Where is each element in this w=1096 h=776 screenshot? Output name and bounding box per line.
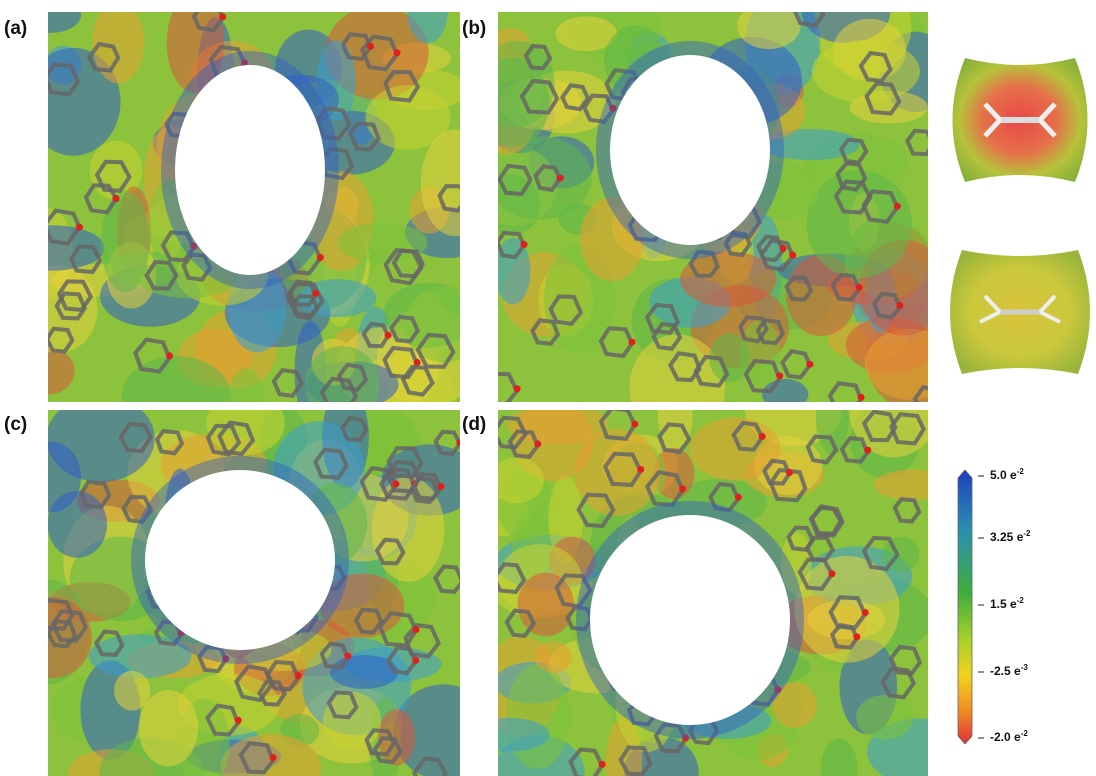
- tick-label-exponent: -2: [1023, 529, 1031, 538]
- oxygen: [786, 469, 793, 476]
- tick-label-base: 1.5 e: [990, 597, 1017, 611]
- panel-label: (d): [462, 414, 486, 435]
- oxygen: [235, 717, 242, 724]
- tick-label: 1.5 e-2: [990, 596, 1024, 612]
- oxygen: [806, 361, 813, 368]
- colorbar: [958, 470, 972, 744]
- oxygen: [780, 245, 787, 252]
- tick-label-exponent: -2: [1021, 729, 1029, 738]
- surface-blob: [574, 429, 660, 516]
- panels: [0, 0, 973, 776]
- surface-blob: [535, 641, 572, 673]
- oxygen: [412, 626, 419, 633]
- tick-label-exponent: -2: [1017, 467, 1025, 476]
- oxygen: [219, 13, 226, 20]
- oxygen: [629, 339, 636, 346]
- oxygen: [437, 483, 444, 490]
- surface-blob: [856, 695, 913, 740]
- panel: [473, 0, 962, 441]
- panel: [0, 0, 490, 445]
- panel-label: (b): [462, 18, 486, 39]
- oxygen: [557, 175, 564, 182]
- pore: [145, 470, 335, 650]
- oxygen: [392, 480, 399, 487]
- oxygen: [759, 433, 766, 440]
- oxygen: [789, 252, 796, 259]
- oxygen: [459, 576, 466, 583]
- oxygen: [853, 633, 860, 640]
- oxygen: [463, 194, 470, 201]
- surface-blob: [468, 718, 550, 752]
- oxygen: [412, 657, 419, 664]
- molecule-ethylene: [953, 58, 1088, 182]
- tick-label-base: 5.0 e: [990, 468, 1017, 482]
- oxygen: [295, 672, 302, 679]
- panel-label: (a): [4, 18, 27, 39]
- surface-blob: [762, 379, 808, 410]
- surface-blob: [479, 58, 549, 147]
- oxygen: [858, 394, 865, 401]
- oxygen: [385, 332, 392, 339]
- oxygen: [862, 609, 869, 616]
- tick-label-base: -2.5 e: [990, 664, 1021, 678]
- pore: [175, 65, 325, 275]
- oxygen: [312, 290, 319, 297]
- oxygen: [637, 466, 644, 473]
- pore: [590, 515, 790, 725]
- tick-label: 5.0 e-2: [990, 467, 1024, 483]
- tick-label: 3.25 e-2: [990, 529, 1031, 545]
- oxygen: [894, 203, 901, 210]
- molecule-ethane: [950, 250, 1090, 374]
- oxygen: [514, 385, 521, 392]
- oxygen: [113, 195, 120, 202]
- oxygen: [521, 241, 528, 248]
- oxygen: [631, 421, 638, 428]
- oxygen: [896, 302, 903, 309]
- oxygen: [394, 49, 401, 56]
- oxygen: [864, 447, 871, 454]
- oxygen: [344, 652, 351, 659]
- tick-label-exponent: -2: [1017, 596, 1025, 605]
- surface-blob: [421, 130, 490, 237]
- surface-blob: [874, 470, 949, 501]
- surface-blob: [489, 457, 544, 503]
- oxygen: [456, 439, 463, 446]
- surface-blob: [21, 348, 74, 395]
- colorbar-ticks: 5.0 e-23.25 e-21.5 e-2-2.5 e-3-2.0 e-2: [978, 467, 1031, 745]
- figure: (a) (b) (c) (d) 5.0 e-23.25 e-21.5 e-2-2…: [0, 0, 1096, 776]
- oxygen: [166, 352, 173, 359]
- oxygen: [829, 570, 836, 577]
- oxygen: [76, 224, 83, 231]
- tick-label-exponent: -3: [1021, 663, 1029, 672]
- surface-blob: [812, 40, 920, 103]
- surface-blob: [114, 671, 150, 711]
- surface-blob: [482, 174, 540, 235]
- oxygen: [414, 359, 421, 366]
- tick-label: -2.0 e-2: [990, 729, 1028, 745]
- oxygen: [735, 494, 742, 501]
- panel: [466, 363, 973, 776]
- pore: [610, 55, 770, 245]
- surface-blob: [22, 442, 81, 513]
- panel-label: (c): [4, 414, 27, 435]
- oxygen: [317, 254, 324, 261]
- tick-label-base: -2.0 e: [990, 730, 1021, 744]
- tick-label-base: 3.25 e: [990, 530, 1024, 544]
- surface-blob: [506, 664, 570, 769]
- oxygen: [534, 440, 541, 447]
- surface-blob: [737, 2, 801, 49]
- surface-blob: [807, 600, 885, 639]
- oxygen: [599, 761, 606, 768]
- surface-blob: [689, 417, 780, 480]
- oxygen: [367, 43, 374, 50]
- oxygen: [776, 372, 783, 379]
- surface-blob: [865, 329, 957, 400]
- oxygen: [856, 284, 863, 291]
- panel: [7, 386, 493, 776]
- oxygen: [679, 485, 686, 492]
- surface-blob: [139, 690, 199, 766]
- tick-label: -2.5 e-3: [990, 663, 1028, 679]
- oxygen: [270, 754, 277, 761]
